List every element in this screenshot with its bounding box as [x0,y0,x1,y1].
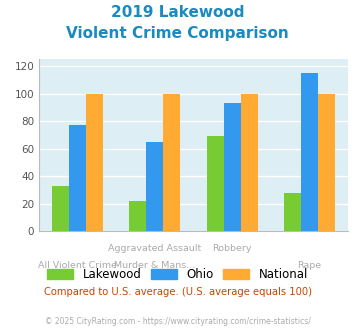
Bar [163,94,180,231]
Bar [52,186,69,231]
Text: Aggravated Assault: Aggravated Assault [108,244,202,253]
Text: Violent Crime Comparison: Violent Crime Comparison [66,26,289,41]
Text: © 2025 CityRating.com - https://www.cityrating.com/crime-statistics/: © 2025 CityRating.com - https://www.city… [45,317,310,326]
Legend: Lakewood, Ohio, National: Lakewood, Ohio, National [43,263,312,286]
Text: All Violent Crime: All Violent Crime [38,261,117,270]
Bar [241,94,258,231]
Bar [224,103,241,231]
Bar [86,94,103,231]
Bar [69,125,86,231]
Bar [129,201,146,231]
Text: Compared to U.S. average. (U.S. average equals 100): Compared to U.S. average. (U.S. average … [44,287,311,297]
Text: Murder & Mans...: Murder & Mans... [114,261,196,270]
Text: 2019 Lakewood: 2019 Lakewood [111,5,244,20]
Text: Rape: Rape [297,261,321,270]
Text: Robbery: Robbery [212,244,252,253]
Bar [284,193,301,231]
Bar [207,136,224,231]
Bar [146,142,163,231]
Bar [318,94,335,231]
Bar [301,73,318,231]
